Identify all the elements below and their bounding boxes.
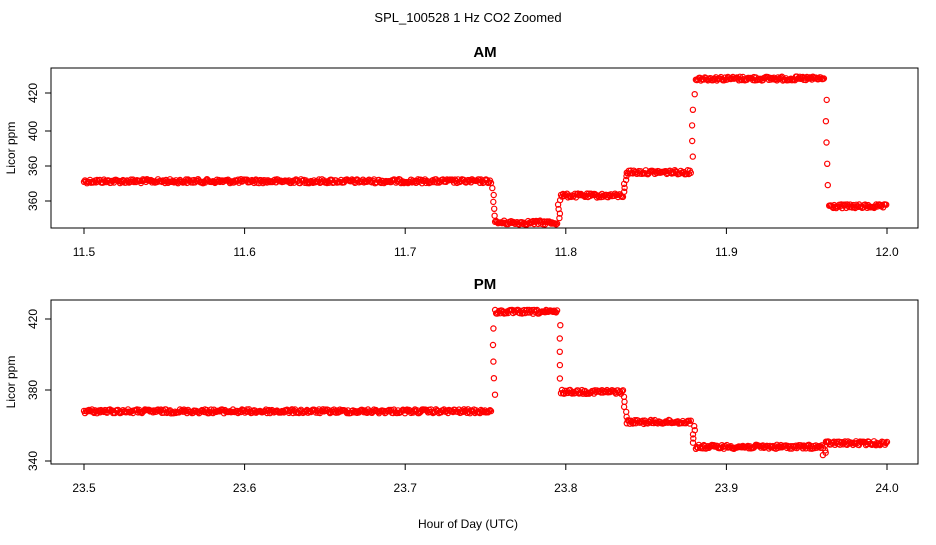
y-tick-label: 380 bbox=[26, 380, 40, 400]
pm-y-axis: 340 380 420 bbox=[26, 309, 52, 471]
data-point bbox=[556, 196, 564, 204]
data-point bbox=[687, 169, 695, 176]
data-point bbox=[556, 214, 563, 222]
x-tick-label: 12.0 bbox=[875, 245, 899, 259]
data-point bbox=[489, 184, 496, 192]
pm-plot-frame bbox=[50, 299, 919, 465]
data-point bbox=[491, 205, 498, 212]
data-point bbox=[882, 439, 890, 447]
data-point bbox=[824, 181, 832, 189]
x-tick-label: 23.9 bbox=[715, 481, 739, 495]
data-point bbox=[549, 308, 557, 315]
data-point bbox=[883, 438, 891, 446]
y-tick-label: 340 bbox=[26, 451, 40, 471]
am-panel-title: AM bbox=[473, 44, 496, 61]
x-tick-label: 23.5 bbox=[72, 481, 96, 495]
am-data-points bbox=[80, 73, 890, 228]
x-tick-label: 23.7 bbox=[394, 481, 418, 495]
data-point bbox=[690, 435, 697, 442]
data-point bbox=[822, 117, 830, 125]
am-panel: AM 11.5 11.6 11.7 11.8 11.9 12.0 360 360 400 420… bbox=[4, 44, 919, 259]
data-point bbox=[689, 153, 697, 160]
x-tick-label: 11.9 bbox=[715, 245, 738, 259]
data-point bbox=[620, 393, 628, 400]
data-point bbox=[622, 176, 630, 184]
am-plot-frame bbox=[50, 67, 919, 229]
data-point bbox=[821, 442, 829, 449]
data-point bbox=[490, 198, 497, 206]
data-point bbox=[688, 122, 696, 129]
pm-data-points bbox=[80, 306, 891, 459]
y-tick-label: 400 bbox=[26, 121, 40, 141]
data-point bbox=[621, 184, 628, 191]
y-tick-label: 420 bbox=[26, 83, 40, 103]
x-tick-label: 24.0 bbox=[875, 481, 899, 495]
x-tick-label: 23.8 bbox=[554, 481, 578, 495]
x-tick-label: 23.6 bbox=[233, 481, 257, 495]
data-point bbox=[824, 160, 831, 167]
x-tick-label: 11.8 bbox=[555, 245, 578, 259]
data-point bbox=[182, 176, 190, 183]
pm-panel-title: PM bbox=[474, 276, 497, 293]
data-point bbox=[583, 390, 591, 397]
am-y-axis: 360 360 400 420 bbox=[26, 83, 52, 211]
y-tick-label: 360 bbox=[26, 156, 40, 176]
data-point bbox=[687, 417, 695, 424]
data-point bbox=[623, 413, 630, 421]
data-point bbox=[553, 307, 561, 314]
data-point bbox=[556, 361, 564, 369]
pm-panel: PM 23.5 23.6 23.7 23.8 23.9 24.0 340 380 420 Li… bbox=[4, 276, 919, 495]
data-point bbox=[685, 417, 693, 424]
data-point bbox=[823, 96, 830, 104]
data-point bbox=[486, 407, 494, 414]
am-y-axis-label: Licor ppm bbox=[4, 122, 18, 175]
x-tick-label: 11.5 bbox=[73, 245, 96, 259]
data-point bbox=[689, 137, 696, 145]
data-point bbox=[689, 439, 697, 446]
am-x-axis: 11.5 11.6 11.7 11.8 11.9 12.0 bbox=[73, 227, 899, 259]
data-point bbox=[553, 220, 561, 227]
data-point bbox=[823, 139, 830, 146]
data-point bbox=[623, 172, 630, 180]
y-tick-label: 360 bbox=[26, 191, 40, 211]
data-point bbox=[618, 388, 626, 395]
data-point bbox=[623, 408, 630, 416]
data-point bbox=[487, 407, 495, 415]
data-point bbox=[489, 341, 497, 349]
pm-y-axis-label: Licor ppm bbox=[4, 356, 18, 409]
data-point bbox=[619, 387, 627, 394]
data-point bbox=[490, 375, 498, 382]
data-point bbox=[556, 348, 564, 355]
data-point bbox=[820, 75, 828, 82]
data-point bbox=[490, 325, 497, 332]
y-tick-label: 420 bbox=[26, 309, 40, 329]
data-point bbox=[490, 191, 497, 199]
x-axis-label: Hour of Day (UTC) bbox=[418, 517, 518, 531]
data-point bbox=[621, 188, 628, 195]
data-point bbox=[689, 431, 697, 438]
data-point bbox=[607, 388, 615, 395]
data-point bbox=[557, 322, 564, 329]
pm-x-axis: 23.5 23.6 23.7 23.8 23.9 24.0 bbox=[72, 463, 899, 495]
x-tick-label: 11.6 bbox=[233, 245, 256, 259]
data-point bbox=[883, 201, 890, 208]
figure-title: SPL_100528 1 Hz CO2 Zoomed bbox=[374, 10, 561, 25]
data-point bbox=[491, 391, 499, 398]
data-point bbox=[491, 212, 498, 219]
data-point bbox=[691, 90, 698, 98]
x-tick-label: 11.7 bbox=[394, 245, 417, 259]
data-point bbox=[691, 422, 698, 430]
data-point bbox=[556, 335, 564, 342]
data-point bbox=[621, 398, 628, 405]
data-point bbox=[556, 375, 564, 382]
data-point bbox=[689, 106, 697, 114]
data-point bbox=[490, 358, 497, 365]
data-point bbox=[555, 205, 562, 213]
